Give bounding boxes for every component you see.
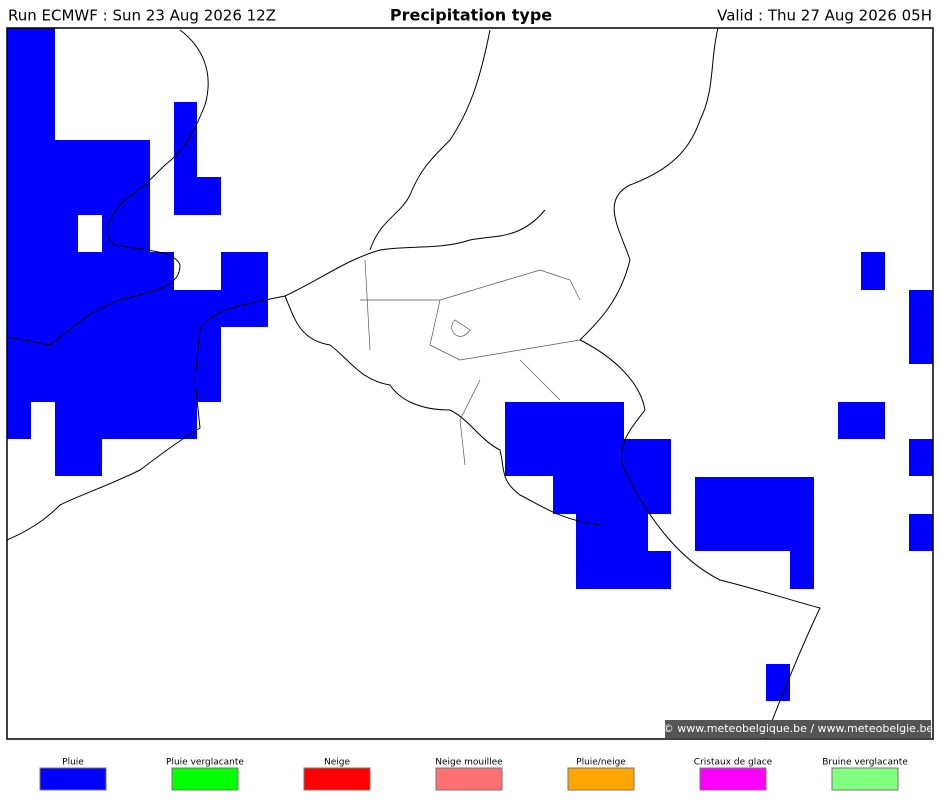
legend-label: Pluie bbox=[62, 758, 84, 768]
border bbox=[284, 295, 601, 526]
precip-cell bbox=[7, 28, 268, 476]
coastline bbox=[284, 209, 546, 297]
legend: Pluie Pluie verglacante Neige Neige mouille… bbox=[39, 758, 908, 791]
legend-swatch bbox=[699, 767, 767, 791]
valid-label: Valid : Thu 27 Aug 2026 05H bbox=[717, 7, 932, 25]
precip-cell bbox=[505, 402, 671, 589]
precip-cell bbox=[909, 290, 933, 364]
credit-box bbox=[665, 720, 931, 738]
legend-swatch bbox=[171, 767, 239, 791]
precip-cell bbox=[838, 402, 885, 439]
legend-swatch bbox=[567, 767, 635, 791]
border bbox=[579, 27, 821, 740]
legend-swatch bbox=[303, 767, 371, 791]
legend-label: Pluie verglacante bbox=[166, 758, 244, 768]
coastlines bbox=[6, 27, 821, 740]
province-border bbox=[360, 259, 581, 466]
coastline bbox=[6, 29, 209, 346]
map-frame bbox=[6, 27, 934, 740]
legend-label: Pluie/neige bbox=[576, 758, 626, 768]
province-borders bbox=[360, 259, 581, 466]
precip-cell bbox=[909, 439, 933, 476]
precip-cell bbox=[695, 477, 814, 589]
coastline bbox=[369, 29, 491, 251]
legend-label: Neige mouillee bbox=[435, 758, 503, 768]
legend-label: Cristaux de glace bbox=[694, 758, 773, 768]
legend-swatch bbox=[39, 767, 107, 791]
precip-cell bbox=[174, 102, 221, 215]
legend-label: Neige bbox=[324, 758, 350, 768]
legend-swatch bbox=[435, 767, 503, 791]
precip-cell bbox=[909, 514, 933, 551]
precip-cell bbox=[766, 664, 790, 701]
precip-cells bbox=[7, 28, 933, 701]
coastline bbox=[6, 295, 286, 541]
legend-swatch bbox=[831, 767, 899, 791]
credit: © www.meteobelgique.be / www.meteobelgie… bbox=[663, 722, 934, 735]
legend-label: Bruine verglacante bbox=[822, 758, 908, 768]
run-label: Run ECMWF : Sun 23 Aug 2026 12Z bbox=[8, 7, 276, 25]
map: © www.meteobelgique.be / www.meteobelgie… bbox=[6, 27, 934, 740]
title: Precipitation type bbox=[390, 6, 552, 25]
precip-cell bbox=[861, 252, 885, 290]
